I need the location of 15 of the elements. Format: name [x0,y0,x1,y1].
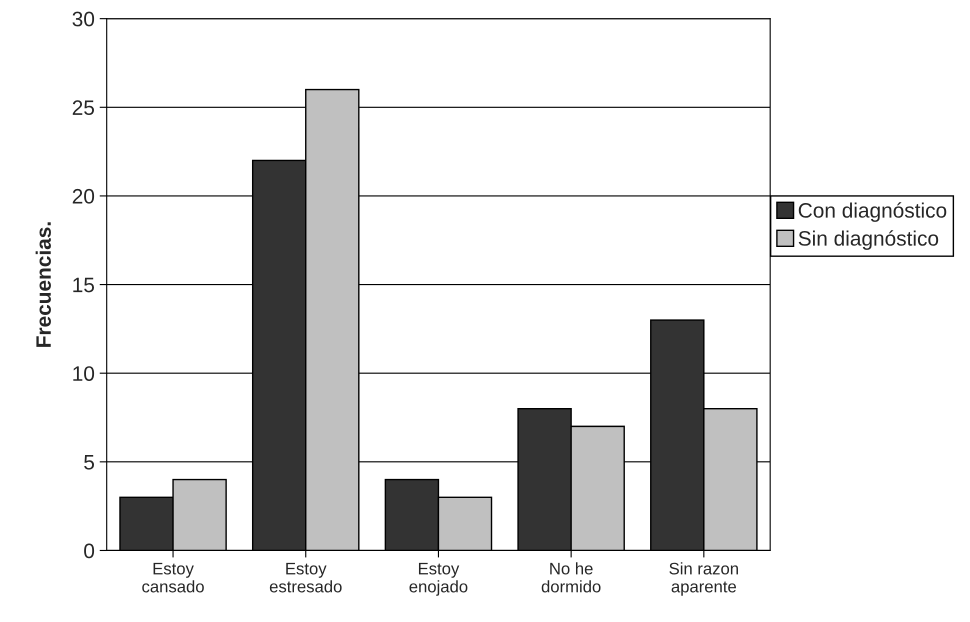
x-tick-label: Sin razon aparente [669,562,738,596]
x-tick-label: Estoy enojado [409,562,468,596]
x-tick-label: Estoy estresado [270,562,342,592]
y-tick-label: 5 [84,455,94,470]
y-tick-label: 30 [72,12,94,26]
y-tick-label: 10 [73,366,94,381]
y-tick-label: 15 [73,278,94,292]
y-axis-title: Frecuencias. [36,222,51,347]
x-tick-label: Estoy cansado [142,562,204,592]
y-tick-label: 0 [84,543,94,558]
legend-label: Sin diagnóstico [798,230,938,250]
legend-label: Con diagnóstico [798,202,946,222]
y-tick-label: 25 [72,100,94,116]
y-tick-label: 20 [72,188,94,204]
x-tick-label: No he dormido [542,562,601,592]
